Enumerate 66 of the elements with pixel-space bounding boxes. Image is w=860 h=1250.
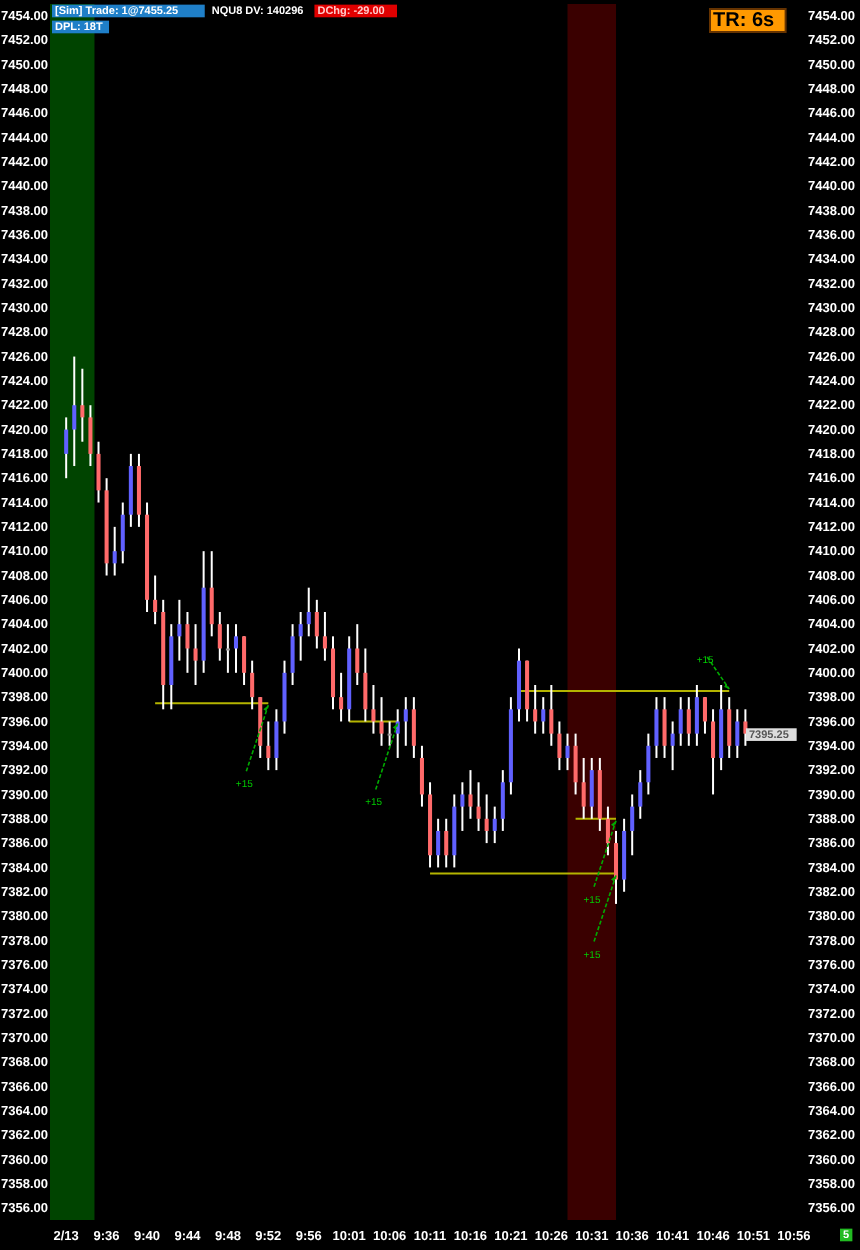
candlestick bbox=[217, 611, 222, 662]
candlestick bbox=[670, 720, 675, 772]
candlestick bbox=[72, 355, 77, 468]
candlestick bbox=[242, 635, 247, 686]
candlestick bbox=[549, 683, 554, 747]
candlestick bbox=[233, 623, 238, 674]
candlestick bbox=[436, 817, 441, 869]
candlestick bbox=[654, 696, 659, 759]
candlestick bbox=[630, 793, 635, 857]
candlestick bbox=[392, 708, 400, 759]
candlestick bbox=[702, 696, 707, 735]
candlestick bbox=[363, 647, 368, 723]
candlestick bbox=[306, 586, 311, 638]
candlestick bbox=[605, 805, 610, 857]
candlestick bbox=[646, 732, 651, 796]
candlestick bbox=[565, 732, 570, 772]
candlestick bbox=[581, 756, 586, 820]
candlestick bbox=[371, 683, 376, 735]
candlestick bbox=[444, 817, 449, 869]
candlestick bbox=[64, 416, 69, 480]
candlestick bbox=[177, 598, 182, 662]
candlestick bbox=[193, 623, 198, 686]
candlestick bbox=[460, 781, 465, 832]
candlestick bbox=[500, 769, 505, 832]
candlestick bbox=[403, 696, 408, 747]
candlestick bbox=[686, 696, 691, 747]
candlestick bbox=[387, 720, 392, 747]
candlestick bbox=[557, 720, 562, 772]
candlestick bbox=[541, 696, 546, 735]
candlestick bbox=[153, 574, 158, 626]
candlestick bbox=[573, 732, 578, 796]
candlestick bbox=[484, 793, 489, 845]
candlestick bbox=[727, 696, 732, 759]
candlestick bbox=[711, 708, 716, 796]
candlestick bbox=[589, 756, 594, 820]
candlestick bbox=[694, 683, 699, 747]
candlestick bbox=[274, 708, 279, 772]
candlestick bbox=[468, 769, 473, 820]
candlestick bbox=[662, 696, 667, 759]
candlestick bbox=[314, 598, 319, 650]
candlestick bbox=[735, 708, 740, 759]
candlestick bbox=[290, 623, 295, 686]
candlestick bbox=[379, 696, 384, 747]
candlestick bbox=[209, 550, 214, 638]
candlestick bbox=[185, 611, 190, 674]
candlestick bbox=[298, 611, 303, 662]
candlestick bbox=[743, 708, 748, 747]
candlestick bbox=[492, 805, 497, 845]
candlestick bbox=[112, 525, 117, 577]
candlestick bbox=[355, 623, 360, 686]
candlestick bbox=[80, 367, 85, 443]
candlestick bbox=[88, 404, 93, 468]
candlestick bbox=[476, 781, 481, 832]
candlestick bbox=[322, 611, 327, 662]
candlestick bbox=[419, 744, 424, 808]
candlestick bbox=[250, 659, 255, 711]
candlestick bbox=[96, 440, 101, 504]
candlestick bbox=[266, 720, 271, 772]
candlestick bbox=[533, 683, 538, 735]
candlestick bbox=[120, 501, 125, 565]
candlestick bbox=[678, 696, 683, 747]
candlestick bbox=[411, 696, 416, 759]
candlestick bbox=[638, 769, 643, 820]
candlestick bbox=[339, 671, 344, 723]
annotation: TR: 6s bbox=[713, 10, 775, 32]
candlestick bbox=[225, 623, 230, 674]
